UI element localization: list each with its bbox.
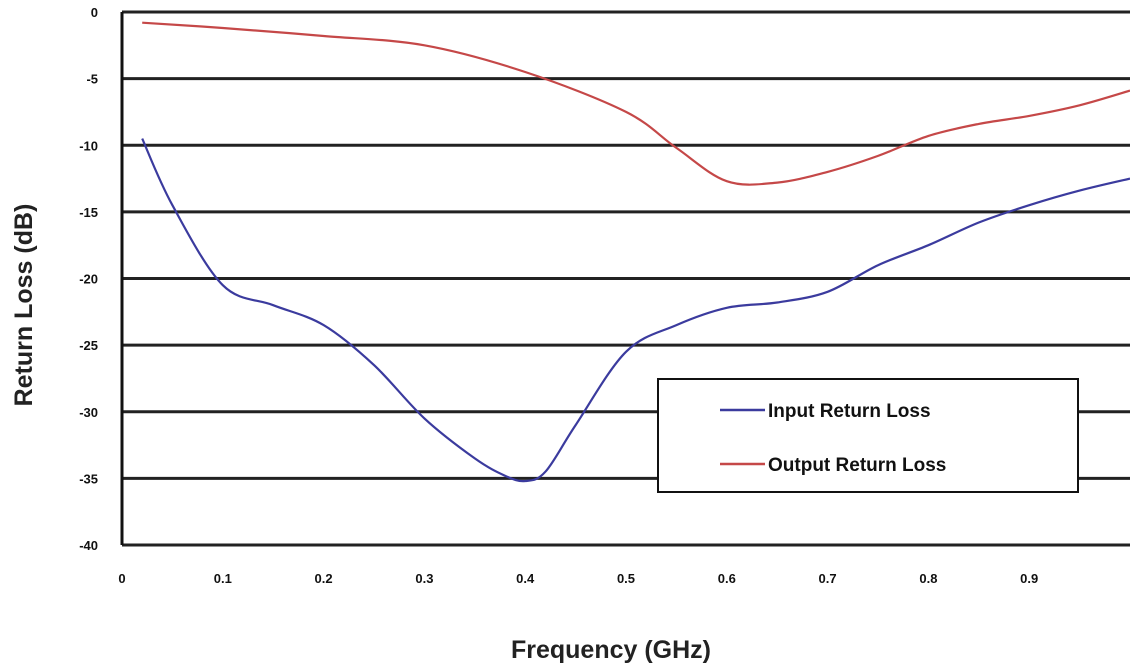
x-axis-title: Frequency (GHz) [511, 636, 711, 664]
series-lines [141, 21, 1130, 483]
x-tick-label: 0.7 [819, 571, 837, 586]
y-tick-label: -10 [79, 138, 98, 153]
series-line-output-return-loss [142, 21, 1130, 186]
y-tick-label: -35 [79, 471, 98, 486]
legend-label-output: Output Return Loss [768, 455, 946, 476]
y-tick-label: -5 [86, 72, 98, 87]
x-tick-label: 0.5 [617, 571, 635, 586]
y-tick-label: -30 [79, 405, 98, 420]
legend-label-input: Input Return Loss [768, 401, 931, 422]
x-tick-labels: 0 0.1 0.2 0.3 0.4 0.5 0.6 0.7 0.8 0.9 [118, 571, 1038, 586]
x-tick-label: 0.6 [718, 571, 736, 586]
y-tick-label: -25 [79, 338, 98, 353]
x-tick-label: 0.9 [1020, 571, 1038, 586]
y-tick-label: -20 [79, 272, 98, 287]
legend: Input Return Loss Output Return Loss [657, 378, 1079, 493]
gridlines [122, 10, 1130, 547]
x-tick-label: 0 [118, 571, 125, 586]
y-tick-label: -40 [79, 538, 98, 553]
x-tick-label: 0.8 [919, 571, 937, 586]
legend-box [657, 378, 1079, 493]
x-tick-label: 0.3 [415, 571, 433, 586]
x-tick-label: 0.4 [516, 571, 535, 586]
x-tick-label: 0.1 [214, 571, 232, 586]
y-tick-label: -15 [79, 205, 98, 220]
y-tick-label: 0 [91, 5, 98, 20]
series-line-input-return-loss [141, 138, 1130, 483]
x-tick-label: 0.2 [315, 571, 333, 586]
y-axis-title: Return Loss (dB) [10, 204, 38, 407]
y-tick-labels: 0 -5 -10 -15 -20 -25 -30 -35 -40 [79, 5, 98, 553]
